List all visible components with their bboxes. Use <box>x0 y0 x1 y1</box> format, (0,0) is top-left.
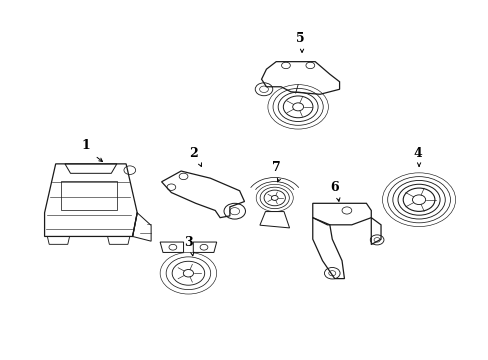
Text: 5: 5 <box>296 32 304 45</box>
Text: 3: 3 <box>184 236 192 249</box>
Text: 2: 2 <box>188 147 197 159</box>
Circle shape <box>183 270 193 277</box>
Text: 7: 7 <box>271 161 280 174</box>
Text: 1: 1 <box>81 139 90 152</box>
Circle shape <box>292 103 303 111</box>
Circle shape <box>412 195 425 204</box>
Text: 4: 4 <box>412 147 421 159</box>
Circle shape <box>271 195 278 201</box>
Text: 6: 6 <box>330 181 338 194</box>
